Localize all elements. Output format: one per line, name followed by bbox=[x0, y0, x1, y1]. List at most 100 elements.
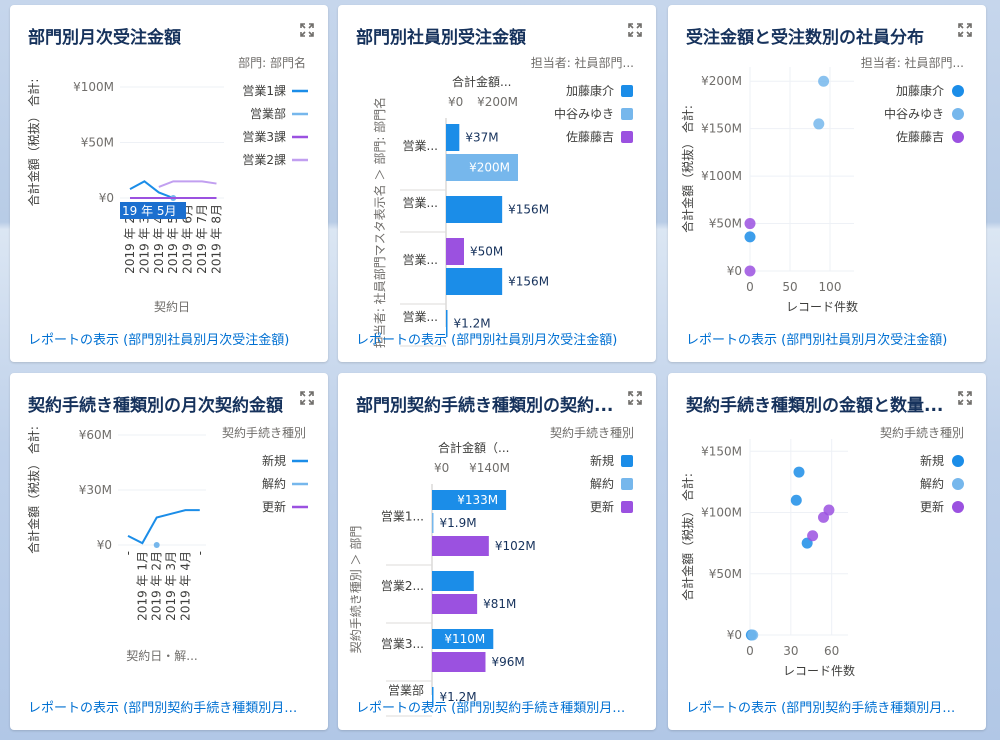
legend-label: 営業部 bbox=[250, 106, 286, 121]
scatter-chart: ¥200M ¥150M ¥100M ¥50M ¥0 0 50 100 合計金額（税抜） 合計: レ… bbox=[680, 55, 964, 314]
legend-label: 中谷みゆき bbox=[884, 106, 944, 121]
bar bbox=[446, 238, 464, 265]
bar bbox=[432, 594, 478, 614]
view-report-link[interactable]: レポートの表示 (部門別契約手続き種類別月次契... bbox=[686, 701, 968, 716]
x-tick-label: 100 bbox=[819, 280, 842, 294]
y-tick-label: ¥150M bbox=[701, 444, 742, 458]
legend-title: 契約手続き種別 bbox=[222, 425, 306, 440]
x-tick-label: - bbox=[121, 551, 135, 555]
x-tick-label: ¥0 bbox=[434, 461, 449, 475]
y-tick-label: ¥100M bbox=[701, 506, 742, 520]
category-label: 営業3... bbox=[381, 637, 424, 651]
bar bbox=[432, 490, 507, 510]
x-tick-label: 0 bbox=[746, 280, 754, 294]
x-tick-label: 2019 年 1月 bbox=[135, 551, 149, 621]
legend-swatch bbox=[952, 455, 964, 467]
legend-title: 担当者: 社員部門... bbox=[861, 55, 964, 70]
expand-icon[interactable] bbox=[300, 23, 314, 37]
bar bbox=[432, 652, 486, 672]
legend-swatch bbox=[621, 131, 633, 143]
legend-label: 解約 bbox=[590, 476, 614, 491]
card-monthly-contracts-by-type: 契約手続き種類別の月次契約金額 ¥60M ¥30M ¥0-2019 年 1月 2019… bbox=[10, 373, 328, 730]
x-tick-label: - bbox=[193, 551, 207, 555]
legend-swatch bbox=[621, 108, 633, 120]
y-tick-label: ¥0 bbox=[727, 628, 742, 642]
x-tick-label: 2019 年 4月 bbox=[152, 204, 166, 274]
y-tick-label: ¥30M bbox=[79, 483, 112, 497]
data-point bbox=[744, 218, 756, 230]
data-point bbox=[744, 265, 756, 277]
x-tick-label: ¥140M bbox=[469, 461, 510, 475]
legend-title: 契約手続き種別 bbox=[880, 425, 964, 440]
x-tick-label: ¥200M bbox=[477, 95, 518, 109]
x-tick-label: 2019 年 5月 bbox=[166, 204, 180, 274]
data-label: ¥96M bbox=[491, 655, 524, 669]
data-point bbox=[790, 494, 802, 506]
legend-label: 加藤康介 bbox=[896, 83, 944, 98]
legend-label: 更新 bbox=[590, 499, 614, 514]
legend-label: 中谷みゆき bbox=[554, 106, 614, 121]
x-axis-title: 合計金額... bbox=[452, 74, 511, 89]
data-label: ¥102M bbox=[495, 539, 536, 553]
x-tick-label: 2019 年 7月 bbox=[195, 204, 209, 274]
x-tick-label: 2019 年 2月 bbox=[123, 204, 137, 274]
y-tick-label: ¥50M bbox=[709, 567, 742, 581]
legend-swatch bbox=[952, 108, 964, 120]
scatter-chart: ¥150M ¥100M ¥50M ¥0 0 30 60 合計金額（税抜） 合計: レコード件数 契… bbox=[680, 425, 964, 678]
data-label: ¥81M bbox=[483, 597, 516, 611]
y-tick-label: ¥50M bbox=[81, 136, 114, 150]
line-chart: ¥60M¥30M¥0- 2019 年 1月 2019 年 2月 2019 年 3月 20… bbox=[26, 425, 308, 663]
category-label: 営業1... bbox=[381, 510, 424, 524]
y-axis-title: 合計金額（税抜） 合計: bbox=[26, 426, 41, 554]
bar bbox=[432, 536, 489, 556]
y-tick-label: ¥50M bbox=[709, 217, 742, 231]
category-label: 営業2... bbox=[381, 579, 424, 593]
y-tick-label: ¥60M bbox=[79, 428, 112, 442]
x-axis-title: 契約日 bbox=[154, 299, 190, 314]
expand-icon[interactable] bbox=[628, 391, 642, 405]
legend-label: 新規 bbox=[920, 453, 944, 468]
y-axis-title: 合計金額（税抜） 合計: bbox=[680, 473, 695, 601]
data-point bbox=[818, 511, 829, 523]
data-label: ¥110M bbox=[444, 632, 485, 646]
view-report-link[interactable]: レポートの表示 (部門別社員別月次受注金額) bbox=[28, 333, 290, 348]
y-axis-title: 合計金額（税抜） 合計: bbox=[26, 79, 41, 207]
y-tick-label: ¥200M bbox=[701, 74, 742, 88]
y-tick-label: ¥150M bbox=[701, 122, 742, 136]
data-point bbox=[818, 75, 830, 87]
legend-label: 更新 bbox=[920, 499, 944, 514]
expand-icon[interactable] bbox=[958, 391, 972, 405]
y-axis-title: 担当者: 社員部門マスタ表示名 ＞ 部門: 部門名 bbox=[372, 97, 387, 348]
legend-swatch bbox=[952, 85, 964, 97]
card-employee-distribution: 受注金額と受注数別の社員分布 ¥200M ¥150M ¥100M ¥50M ¥0 0 50 1… bbox=[668, 5, 986, 362]
category-label: 営業... bbox=[403, 139, 438, 153]
view-report-link[interactable]: レポートの表示 (部門別社員別月次受注金額) bbox=[686, 333, 948, 348]
data-point bbox=[153, 542, 160, 548]
x-tick-label: 30 bbox=[783, 644, 798, 658]
legend-title: 担当者: 社員部門... bbox=[531, 55, 634, 70]
legend-swatch bbox=[952, 501, 964, 513]
expand-icon[interactable] bbox=[628, 23, 642, 37]
x-axis-title: レコード件数 bbox=[783, 663, 855, 678]
bar bbox=[432, 571, 474, 591]
series-line bbox=[127, 509, 200, 545]
bar-chart: 合計金額... ¥0 ¥200M 営業... ¥37M ¥200M 営業... ¥156M 営業… bbox=[372, 55, 634, 348]
data-point bbox=[793, 466, 805, 478]
y-tick-label: ¥0 bbox=[97, 538, 112, 552]
expand-icon[interactable] bbox=[300, 391, 314, 405]
view-report-link[interactable]: レポートの表示 (部門別社員別月次受注金額) bbox=[356, 333, 618, 348]
y-axis-title: 契約手続き種別 ＞ 部門 bbox=[348, 526, 363, 654]
y-tick-label: ¥0 bbox=[727, 264, 742, 278]
legend-title: 部門: 部門名 bbox=[238, 55, 306, 70]
bar bbox=[446, 196, 503, 223]
legend-label: 加藤康介 bbox=[566, 83, 614, 98]
card-orders-by-dept-employee: 部門別社員別受注金額 合計金額... ¥0 ¥200M 営業... ¥37M ¥200M 営… bbox=[338, 5, 656, 362]
legend-label: 営業3課 bbox=[242, 129, 286, 144]
bar-chart: 合計金額（... ¥0 ¥140M 営業1... ¥133M ¥1.9M ¥102M 営業2.… bbox=[348, 425, 634, 717]
view-report-link[interactable]: レポートの表示 (部門別契約手続き種類別月次契... bbox=[356, 701, 638, 716]
data-label: ¥156M bbox=[508, 203, 549, 217]
legend-swatch bbox=[621, 455, 633, 467]
expand-icon[interactable] bbox=[958, 23, 972, 37]
data-point bbox=[813, 118, 825, 130]
view-report-link[interactable]: レポートの表示 (部門別契約手続き種類別月次契... bbox=[28, 701, 310, 716]
